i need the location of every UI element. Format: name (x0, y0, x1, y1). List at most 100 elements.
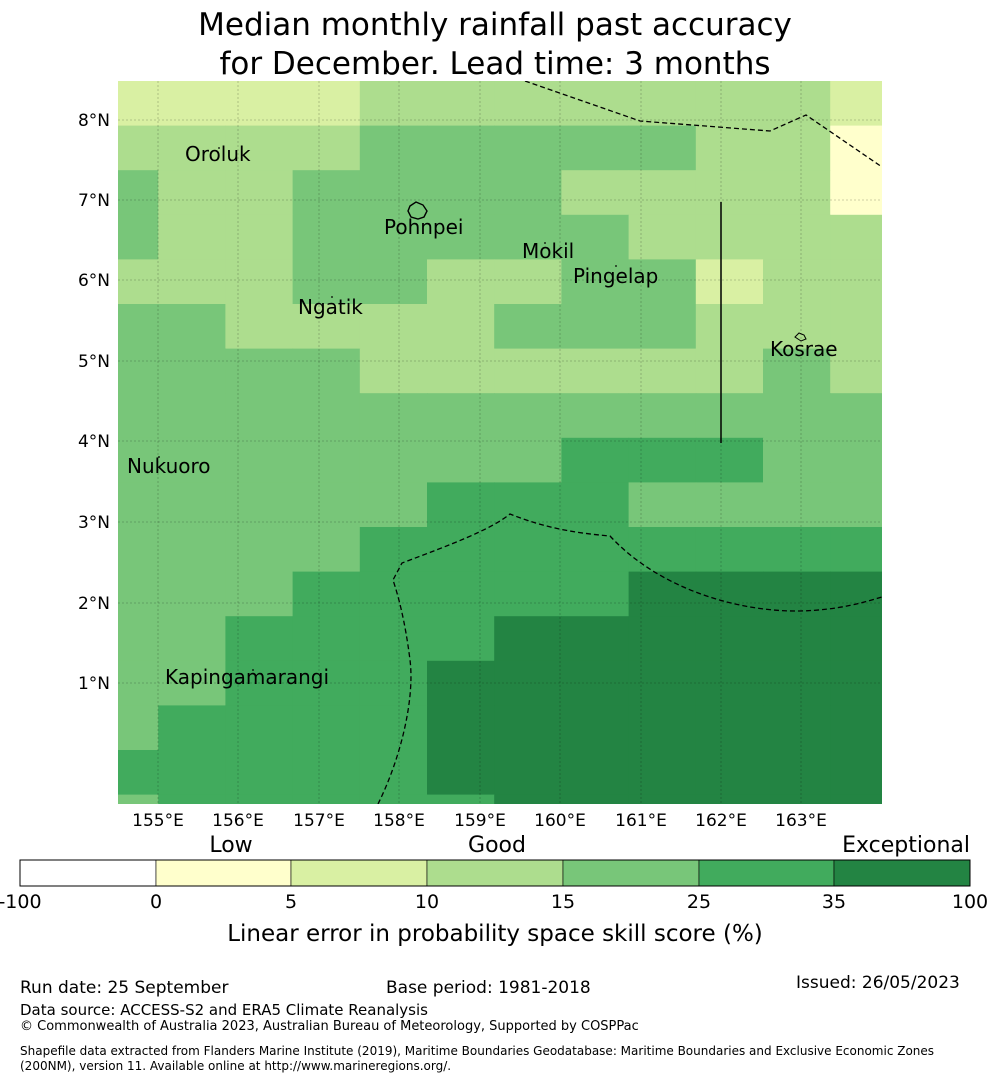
grid-cell (494, 750, 562, 796)
grid-cell (292, 616, 361, 662)
oroluk-atoll-marker (218, 147, 220, 149)
grid-cell (830, 259, 882, 305)
grid-cell (158, 571, 226, 617)
grid-cell (628, 571, 697, 617)
eez-boundaries (377, 81, 882, 804)
grid-cell (897, 438, 965, 483)
grid-cell (695, 794, 764, 804)
grid-cell (763, 660, 831, 706)
grid-cell (292, 304, 361, 350)
map-title-line-1: Median monthly rainfall past accuracy (198, 7, 792, 43)
colorbar-segment (833, 859, 971, 887)
grid-cell (118, 393, 159, 439)
grid-cell (158, 750, 226, 796)
grid-cell (427, 794, 495, 804)
colorbar-segment (290, 859, 428, 887)
lon-label-161e: 161°E (615, 811, 667, 831)
grid-cell (292, 705, 361, 751)
grid-cell (494, 794, 562, 804)
pohnpei-island-outline (407, 201, 428, 220)
copyright-notice: © Commonwealth of Australia 2023, Austra… (20, 1019, 639, 1034)
grid-cell (118, 214, 159, 260)
grid-cell (628, 214, 697, 260)
grid-cell (158, 125, 226, 171)
grid-cell (225, 437, 294, 483)
grid-cell (225, 616, 294, 662)
grid-cell (118, 81, 159, 127)
shapefile-credit-line-1: Shapefile data extracted from Flanders M… (20, 1044, 935, 1058)
grid-cell (225, 304, 294, 350)
colorbar-segment (698, 859, 835, 887)
grid-cell (628, 705, 697, 751)
grid-cell (158, 259, 226, 305)
grid-cell (763, 259, 831, 305)
grid-cell (628, 794, 697, 804)
grid-cell (158, 348, 226, 394)
grid-cell (158, 616, 226, 662)
grid-cell (830, 794, 882, 804)
grid-cell (494, 616, 562, 662)
grid-cell (494, 304, 562, 350)
grid-cell (763, 437, 831, 483)
legend-label-good: Good (468, 833, 526, 858)
grid-cell (359, 393, 428, 439)
grid-cell (359, 81, 428, 127)
grid-cell (359, 616, 428, 662)
lon-label-157e: 157°E (293, 811, 345, 831)
grid-cell (830, 571, 882, 617)
place-label-nukuoro: Nukuoro (127, 454, 211, 478)
grid-cell (561, 437, 630, 483)
grid-cell (225, 170, 294, 216)
grid-cell (695, 125, 764, 171)
grid-cell (561, 750, 630, 796)
grid-cell (830, 348, 882, 394)
grid-cell (628, 348, 697, 394)
grid-cell (494, 214, 562, 260)
place-label-kosrae: Kosrae (770, 337, 838, 361)
grid-cell (628, 527, 697, 573)
grid-cell (118, 125, 159, 171)
grid-cell (292, 259, 361, 305)
grid-cell (158, 393, 226, 439)
grid-cell (427, 750, 495, 796)
place-label-ngatik: Ngatik (298, 295, 363, 319)
base-period: Base period: 1981-2018 (386, 978, 591, 998)
grid-cell (494, 705, 562, 751)
grid-cell (118, 571, 159, 617)
legend-label-low: Low (209, 833, 252, 858)
grid-cell (225, 794, 294, 804)
grid-cell (763, 348, 831, 394)
grid-cell (292, 81, 361, 127)
grid-cell (118, 527, 159, 573)
legend-tick-5: 5 (285, 891, 297, 913)
grid-cell (763, 705, 831, 751)
grid-cell (561, 348, 630, 394)
grid-cell (118, 705, 159, 751)
grid-cell (359, 348, 428, 394)
legend-colorbar (19, 859, 971, 887)
grid-cell (359, 214, 428, 260)
grid-cell (427, 437, 495, 483)
legend-axis-label: Linear error in probability space skill … (227, 921, 763, 947)
grid-cell (292, 437, 361, 483)
map-title-line-2: for December. Lead time: 3 months (219, 46, 771, 82)
grid-cell (292, 794, 361, 804)
grid-cell (225, 214, 294, 260)
grid-cell (561, 214, 630, 260)
grid-cell (695, 214, 764, 260)
lon-label-155e: 155°E (132, 811, 184, 831)
grid-cell (830, 660, 882, 706)
pingelap-atoll-marker (615, 265, 617, 267)
grid-cell (427, 482, 495, 528)
grid-cell (695, 304, 764, 350)
grid-cell (763, 214, 831, 260)
grid-cell (158, 482, 226, 528)
grid-cell (158, 81, 226, 127)
grid-cell (628, 393, 697, 439)
grid-cell (292, 393, 361, 439)
grid-cell (897, 616, 965, 661)
grid-cell (427, 81, 495, 127)
grid-cell (494, 170, 562, 216)
grid-cell (292, 125, 361, 171)
grid-cell (830, 437, 882, 483)
